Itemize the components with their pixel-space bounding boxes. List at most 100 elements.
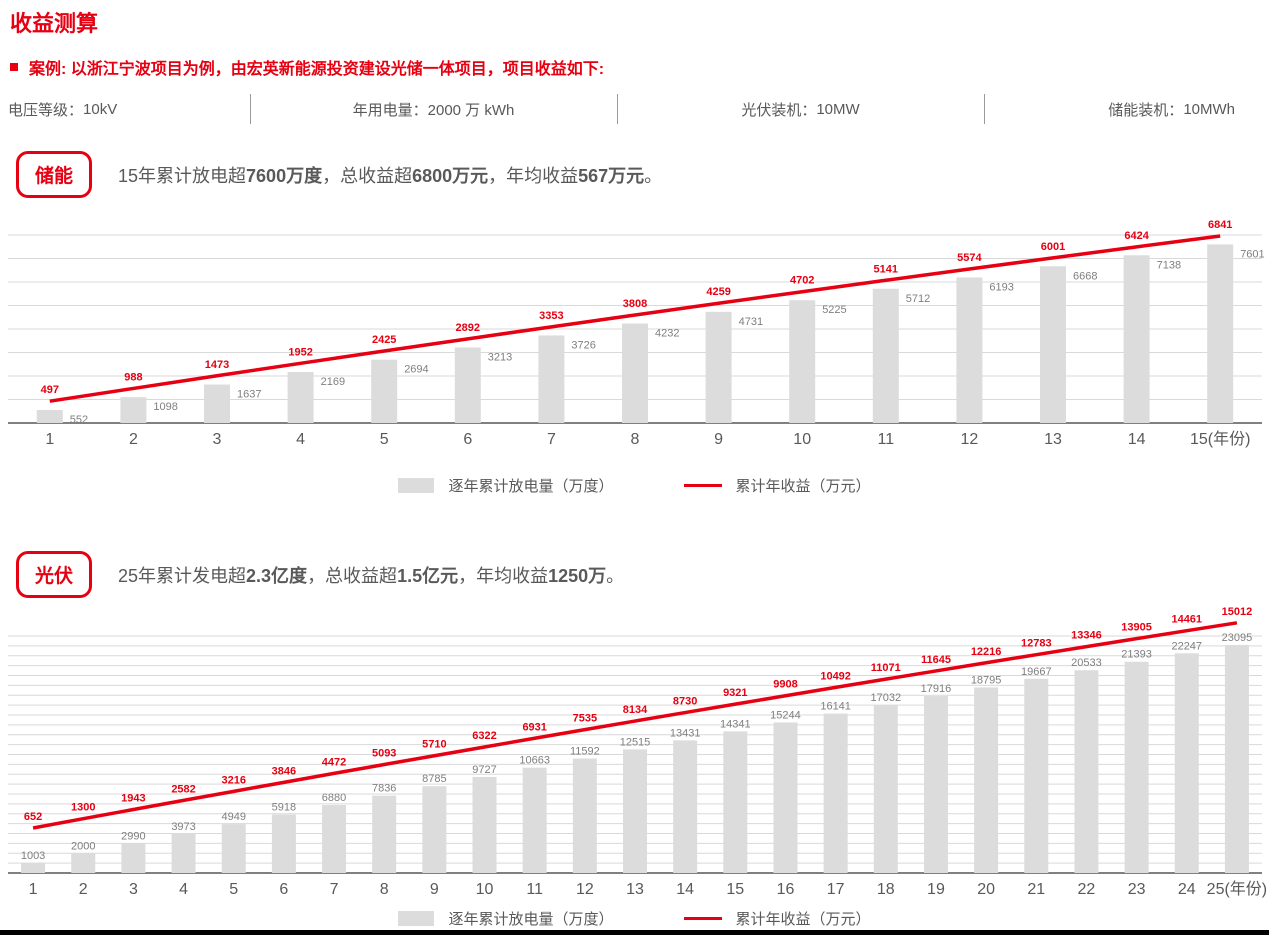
bar-swatch-icon [398,911,435,926]
headline-text: 。 [644,165,663,186]
svg-text:15012: 15012 [1222,606,1253,618]
svg-text:17032: 17032 [871,692,902,704]
case-text: 案例: 以浙江宁波项目为例，由宏英新能源投资建设光储一体项目，项目收益如下: [29,61,605,78]
svg-text:5: 5 [229,881,238,898]
svg-text:11: 11 [526,881,543,898]
info-label: 电压等级： [8,101,84,119]
svg-text:10: 10 [476,881,494,898]
svg-text:13: 13 [626,881,644,898]
info-label: 年用电量： [352,101,428,119]
svg-text:10: 10 [793,431,811,448]
svg-text:7836: 7836 [372,783,396,795]
svg-text:24: 24 [1178,881,1196,898]
svg-text:11645: 11645 [921,654,951,666]
headline-number: 1250万 [548,565,607,586]
storage-section-header: 储能 15年累计放电超7600万度，总收益超6800万元，年均收益567万元。 [16,151,662,198]
legend-bar-label: 逐年累计放电量（万度） [448,478,614,495]
svg-text:7535: 7535 [573,713,597,725]
svg-text:17916: 17916 [921,683,952,695]
headline-text: ，年均收益 [488,165,579,186]
svg-text:15(年份): 15(年份) [1190,430,1250,448]
svg-text:14461: 14461 [1171,614,1202,626]
line-swatch-icon [683,917,722,920]
svg-text:1003: 1003 [21,850,45,862]
svg-text:6668: 6668 [1073,270,1097,282]
svg-text:19: 19 [927,881,945,898]
svg-text:12: 12 [576,881,594,898]
pv-chart-legend: 逐年累计放电量（万度） 累计年收益（万元） [0,908,1269,929]
headline-number: 2.3亿度 [246,565,308,586]
svg-text:12: 12 [961,431,979,448]
svg-text:9727: 9727 [472,764,496,776]
svg-text:1098: 1098 [153,401,177,413]
svg-text:9908: 9908 [773,679,797,691]
svg-text:5225: 5225 [822,304,846,316]
svg-text:18: 18 [877,881,895,898]
page-title: 收益测算 [10,11,99,36]
bullet-square-icon [10,63,18,71]
svg-text:497: 497 [41,384,59,396]
svg-text:5093: 5093 [372,748,396,760]
svg-text:3846: 3846 [272,765,296,777]
svg-text:20: 20 [977,881,995,898]
headline-number: 6800万元 [412,165,489,186]
bar-swatch-icon [398,478,435,493]
svg-text:1300: 1300 [71,802,95,814]
svg-text:4: 4 [296,431,305,448]
svg-text:5: 5 [380,431,389,448]
svg-text:7601: 7601 [1240,248,1264,260]
svg-text:20533: 20533 [1071,657,1102,669]
svg-text:13905: 13905 [1121,622,1152,634]
info-label: 光伏装机： [741,101,817,119]
svg-text:6193: 6193 [989,281,1013,293]
svg-text:16141: 16141 [820,701,851,713]
svg-text:2000: 2000 [71,840,95,852]
case-row: 案例: 以浙江宁波项目为例，由宏英新能源投资建设光储一体项目，项目收益如下: [10,55,604,79]
legend-bar-label: 逐年累计放电量（万度） [448,911,614,928]
svg-text:6931: 6931 [522,721,546,733]
svg-text:6: 6 [279,881,288,898]
svg-text:4259: 4259 [706,286,730,298]
svg-text:2892: 2892 [456,322,480,334]
svg-text:8730: 8730 [673,696,697,708]
svg-text:23095: 23095 [1222,632,1253,644]
svg-text:1473: 1473 [205,359,229,371]
svg-text:10492: 10492 [820,670,851,682]
svg-text:11: 11 [877,431,894,448]
svg-text:2: 2 [129,431,138,448]
svg-text:17: 17 [827,881,845,898]
svg-text:5712: 5712 [906,293,930,305]
svg-text:23: 23 [1128,881,1146,898]
svg-text:7: 7 [547,431,556,448]
info-item-pv-capacity: 光伏装机： 10MW [617,99,984,120]
svg-text:13: 13 [1044,431,1062,448]
svg-text:6424: 6424 [1124,230,1149,242]
svg-text:9: 9 [714,431,723,448]
svg-text:5918: 5918 [272,802,296,814]
pv-section-header: 光伏 25年累计发电超2.3亿度，总收益超1.5亿元，年均收益1250万。 [16,551,624,598]
headline-text: 25年累计发电超 [118,565,247,586]
svg-text:16: 16 [777,881,795,898]
divider [617,94,618,124]
info-bar: 电压等级： 10kV 年用电量： 2000 万 kWh 光伏装机： 10MW 储能装机… [0,92,1269,126]
svg-text:9321: 9321 [723,687,747,699]
svg-text:5710: 5710 [422,739,446,751]
svg-text:3353: 3353 [539,310,563,322]
svg-text:12216: 12216 [971,646,1002,658]
svg-text:652: 652 [24,811,42,823]
svg-text:4731: 4731 [739,316,763,328]
svg-text:2582: 2582 [171,783,195,795]
svg-text:14341: 14341 [720,718,751,730]
pv-chart: 1003200029903973494959186880783687859727… [8,606,1267,898]
svg-text:19667: 19667 [1021,666,1052,678]
svg-text:3808: 3808 [623,298,647,310]
svg-text:6: 6 [463,431,472,448]
svg-text:11071: 11071 [871,662,901,674]
svg-text:25(年份): 25(年份) [1207,880,1267,898]
svg-text:22247: 22247 [1171,640,1202,652]
svg-text:7: 7 [330,881,339,898]
svg-text:22: 22 [1078,881,1096,898]
svg-text:13346: 13346 [1071,630,1102,642]
svg-text:18795: 18795 [971,674,1002,686]
svg-text:2: 2 [79,881,88,898]
